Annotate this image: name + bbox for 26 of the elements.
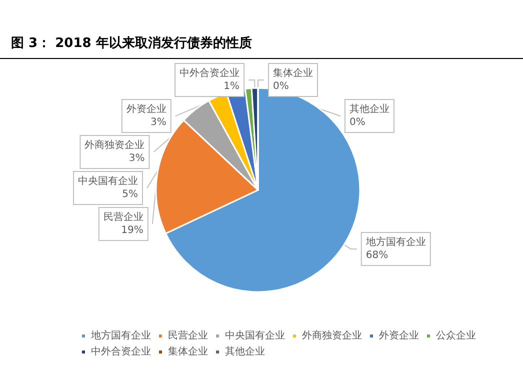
legend-label: 民营企业 xyxy=(168,330,208,342)
legend-label: 集体企业 xyxy=(168,346,208,358)
slice-label: 中外合资企业 xyxy=(180,67,240,80)
text: 0% xyxy=(273,81,289,92)
data-label: 3% xyxy=(150,117,166,128)
slice-label: 中央国有企业 xyxy=(78,175,138,188)
data-label: 3% xyxy=(128,153,145,164)
slice-label: 外资企业 xyxy=(126,103,166,116)
category-label: 集体企业 xyxy=(273,68,313,79)
legend-label: 其他企业 xyxy=(225,346,265,358)
legend-label: 中央国有企业 xyxy=(225,330,285,342)
data-label: 1% xyxy=(224,81,240,92)
legend-label: 外资企业 xyxy=(379,330,419,342)
text: 0% xyxy=(349,117,366,128)
legend-label: 外商独资企业 xyxy=(302,330,362,342)
legend-label: 地方国有企业 xyxy=(90,330,151,342)
chart-title: 图 3： 2018 年以来取消发行债券的性质 xyxy=(11,35,252,51)
slice-label: 外商独资企业 xyxy=(84,139,145,152)
category-label: 其他企业 xyxy=(349,104,390,115)
slice-label: 民营企业 xyxy=(103,211,144,224)
data-label: 68% xyxy=(366,250,388,261)
slice-label: 地方国有企业 xyxy=(364,236,426,248)
legend-label: 公众企业 xyxy=(436,330,476,342)
data-label: 19% xyxy=(121,225,144,236)
legend-label: 中外合资企业 xyxy=(91,346,151,358)
data-label: 5% xyxy=(122,189,138,200)
